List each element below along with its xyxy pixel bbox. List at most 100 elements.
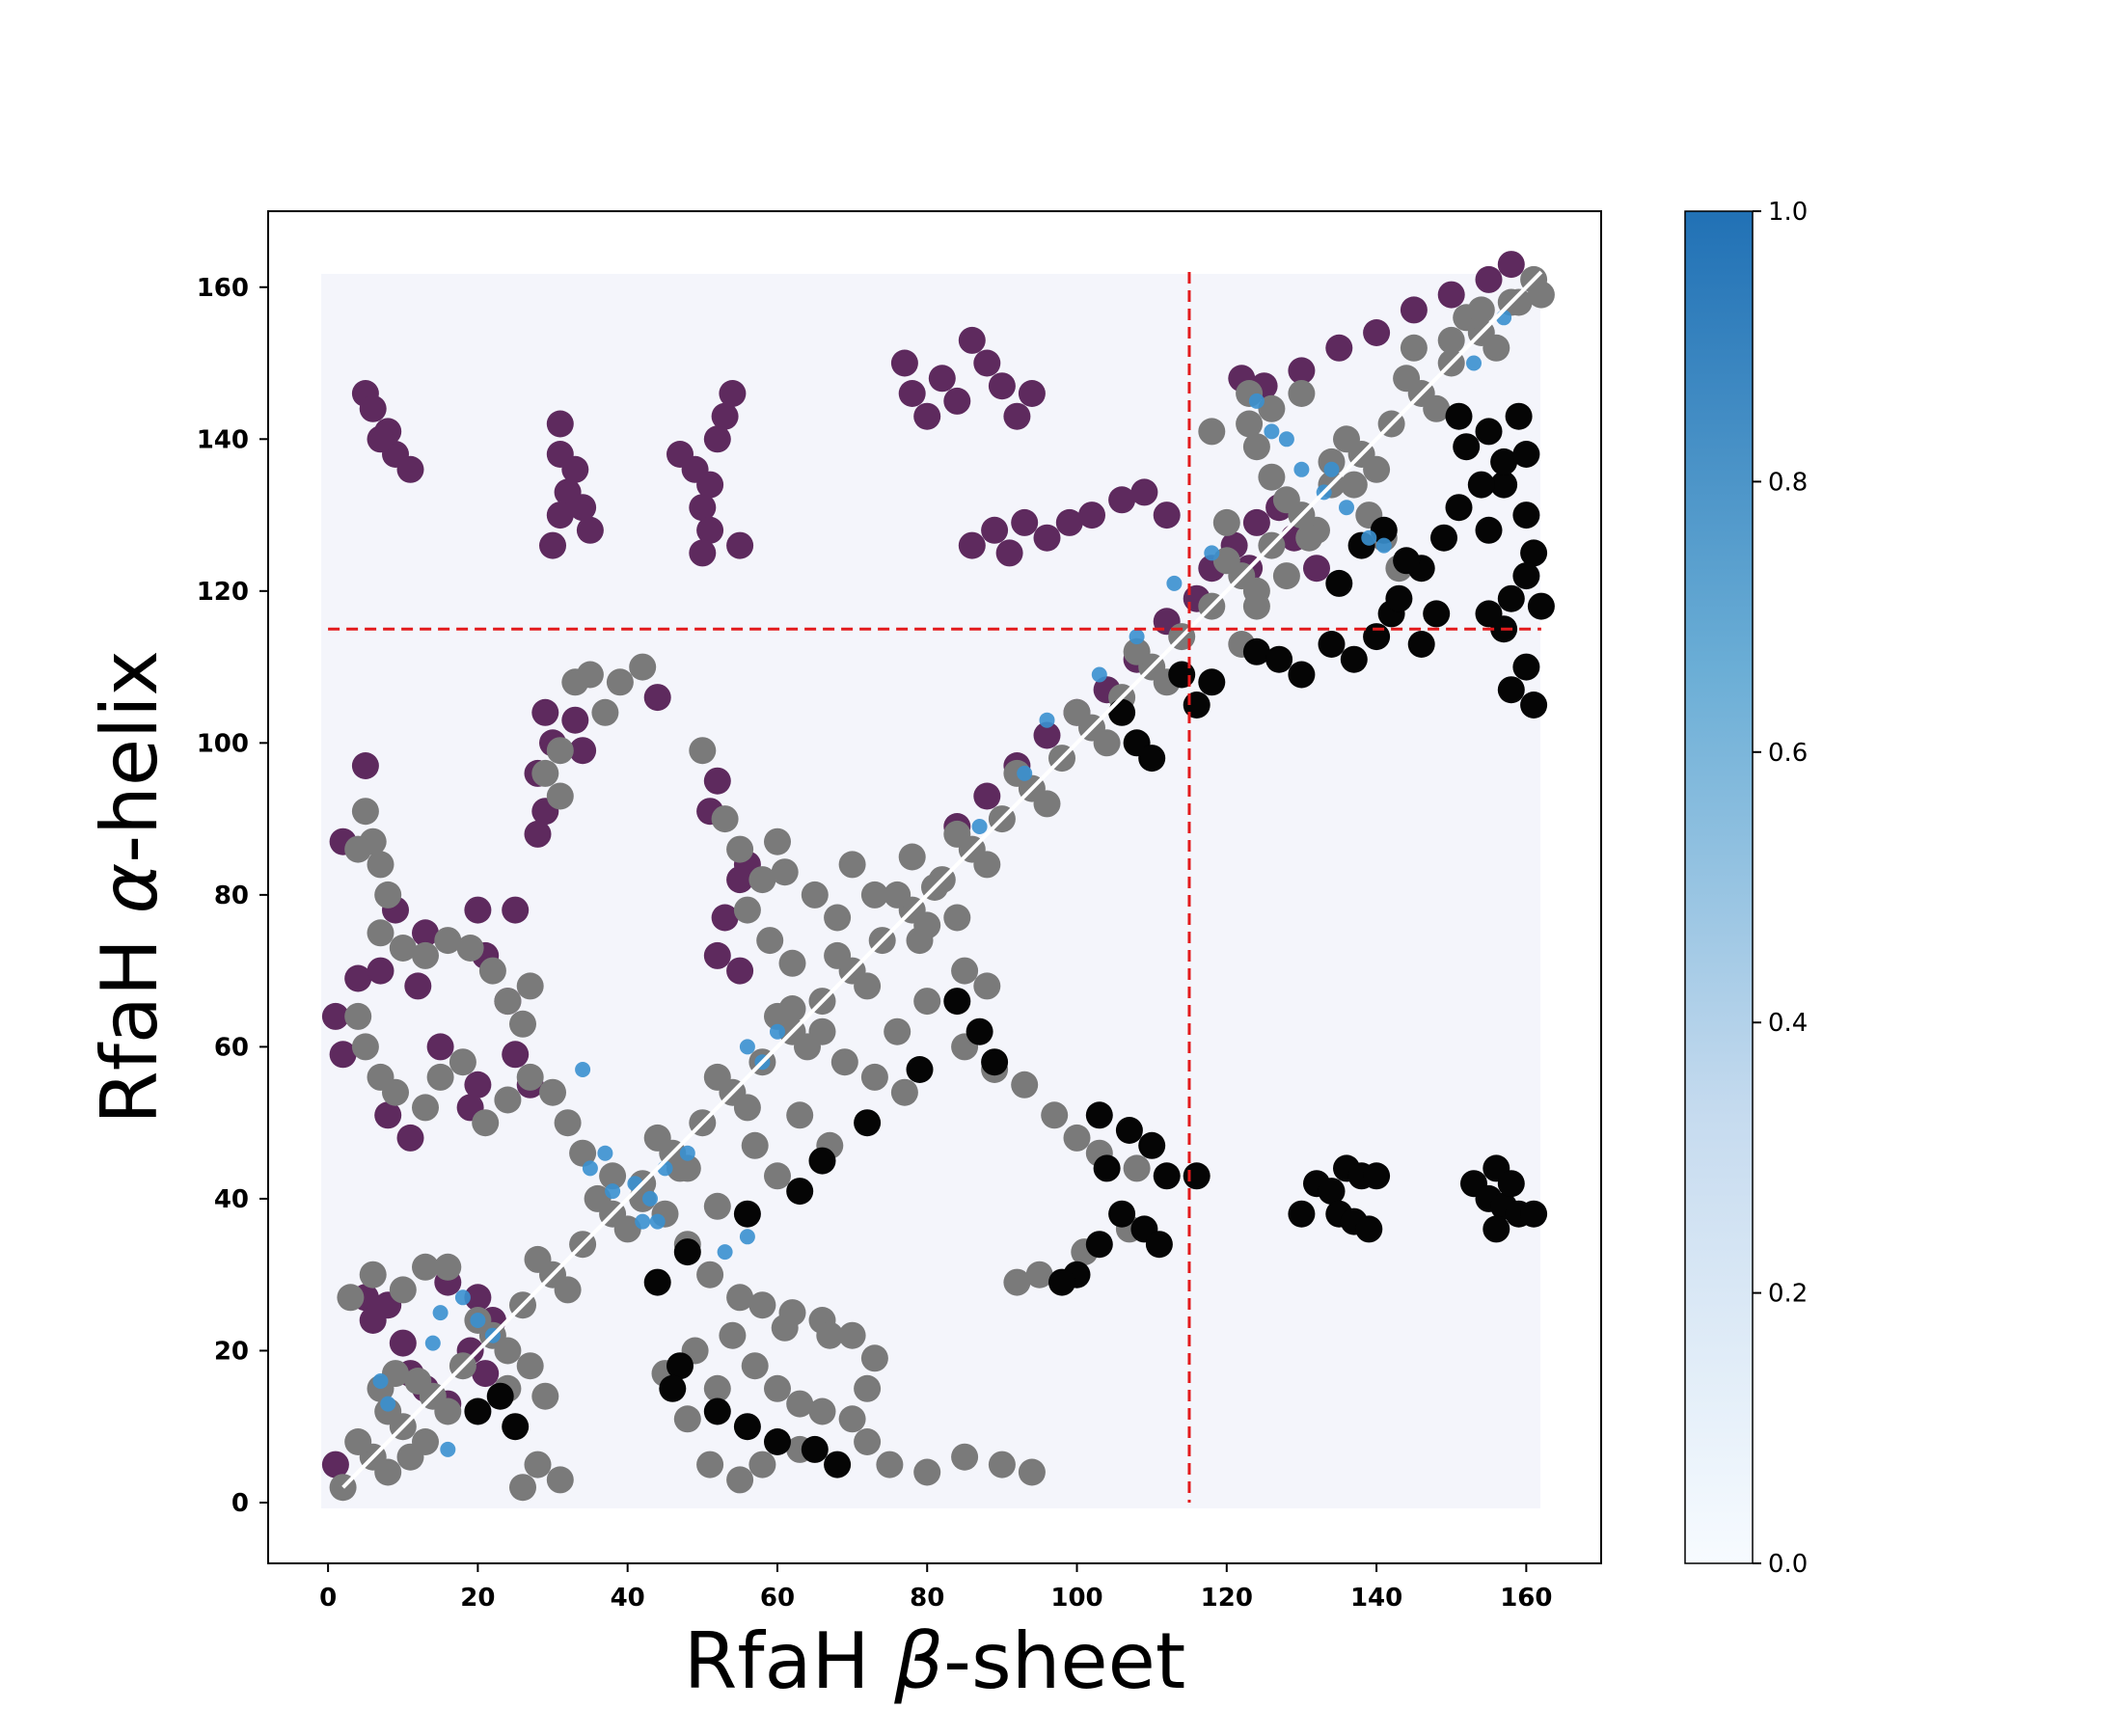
alpha-helix-only-point xyxy=(531,698,559,726)
shared-point xyxy=(988,1451,1016,1478)
high-probability-point xyxy=(575,1062,591,1077)
beta-sheet-only-point xyxy=(1085,1231,1113,1259)
alpha-helix-only-point xyxy=(539,531,566,559)
shared-point xyxy=(344,1002,372,1030)
shared-point xyxy=(741,1352,769,1380)
alpha-helix-only-point xyxy=(344,964,372,992)
alpha-helix-only-point xyxy=(1033,721,1061,749)
shared-point xyxy=(591,698,619,726)
high-probability-point xyxy=(1091,666,1107,683)
y-tick-label: 80 xyxy=(214,882,249,910)
shared-point xyxy=(569,1139,597,1167)
shared-point xyxy=(367,919,394,947)
high-probability-point xyxy=(739,1039,755,1055)
high-probability-point xyxy=(649,1213,666,1230)
alpha-helix-only-point xyxy=(696,516,724,544)
shared-point xyxy=(1467,296,1495,324)
shared-point xyxy=(509,1474,536,1502)
shared-point xyxy=(576,661,604,689)
high-probability-point xyxy=(1248,393,1265,409)
beta-sheet-only-point xyxy=(966,1017,993,1045)
shared-point xyxy=(434,1397,462,1425)
shared-point xyxy=(824,941,852,969)
beta-sheet-only-point xyxy=(1363,623,1391,651)
y-axis-title: RfaH α-helix xyxy=(85,650,175,1125)
alpha-helix-only-point xyxy=(689,494,717,522)
alpha-helix-only-point xyxy=(1497,251,1525,279)
beta-sheet-only-point xyxy=(1138,745,1166,773)
x-tick-label: 20 xyxy=(460,1584,495,1613)
shared-point xyxy=(389,1276,417,1304)
alpha-helix-only-point xyxy=(1003,402,1031,430)
shared-point xyxy=(1333,425,1360,453)
beta-sheet-only-point xyxy=(1520,692,1548,719)
shared-point xyxy=(494,988,522,1016)
shared-point xyxy=(913,1458,941,1486)
shared-point xyxy=(344,835,372,863)
alpha-helix-only-point xyxy=(928,365,956,393)
x-tick-label: 140 xyxy=(1350,1584,1402,1613)
shared-point xyxy=(524,1245,552,1273)
shared-point xyxy=(546,737,574,765)
beta-sheet-only-point xyxy=(1497,1170,1525,1198)
shared-point xyxy=(733,1094,761,1122)
beta-sheet-only-point xyxy=(486,1382,514,1410)
shared-point xyxy=(943,820,971,848)
beta-sheet-only-point xyxy=(1490,471,1518,499)
alpha-helix-only-point xyxy=(958,326,986,354)
shared-point xyxy=(1258,394,1286,422)
alpha-helix-only-point xyxy=(569,494,597,522)
high-probability-point xyxy=(1375,537,1392,554)
shared-point xyxy=(404,1368,432,1395)
alpha-helix-only-point xyxy=(1078,502,1105,529)
shared-point xyxy=(472,1109,500,1137)
beta-sheet-only-point xyxy=(1497,676,1525,704)
beta-sheet-only-point xyxy=(1288,661,1316,689)
high-probability-point xyxy=(1293,461,1310,477)
shared-point xyxy=(1505,288,1533,316)
alpha-helix-only-point xyxy=(412,919,439,947)
beta-sheet-only-point xyxy=(673,1238,701,1266)
high-probability-point xyxy=(1017,765,1033,781)
alpha-helix-only-point xyxy=(396,1124,424,1152)
alpha-helix-only-point xyxy=(943,387,971,415)
alpha-helix-only-point xyxy=(464,1071,492,1099)
high-probability-point xyxy=(454,1289,471,1306)
shared-point xyxy=(546,782,574,810)
alpha-helix-only-point xyxy=(719,380,747,407)
shared-point xyxy=(943,904,971,932)
shared-point xyxy=(1018,1458,1046,1486)
alpha-helix-only-point xyxy=(404,972,432,1000)
y-tick-label: 100 xyxy=(197,729,249,758)
alpha-helix-only-point xyxy=(502,896,530,924)
shared-point xyxy=(1033,790,1061,818)
shared-point xyxy=(824,904,852,932)
shared-point xyxy=(973,851,1001,879)
beta-sheet-only-point xyxy=(1475,600,1503,628)
shared-point xyxy=(613,1215,641,1243)
beta-sheet-only-point xyxy=(1153,1162,1181,1190)
shared-point xyxy=(667,1154,694,1182)
shared-point xyxy=(854,1374,882,1402)
alpha-helix-only-point xyxy=(995,539,1023,567)
beta-sheet-only-point xyxy=(1318,631,1346,658)
alpha-helix-only-point xyxy=(546,502,574,529)
colorbar-tick-label: 0.6 xyxy=(1768,739,1808,768)
beta-sheet-only-point xyxy=(1340,645,1368,673)
alpha-helix-only-point xyxy=(576,516,604,544)
alpha-helix-only-point xyxy=(1033,524,1061,552)
shared-point xyxy=(509,1010,536,1038)
shared-point xyxy=(1423,394,1451,422)
shared-point xyxy=(351,1033,379,1061)
shared-point xyxy=(478,957,506,985)
beta-sheet-only-point xyxy=(1512,502,1540,529)
alpha-helix-only-point xyxy=(374,1101,402,1129)
beta-sheet-only-point xyxy=(1430,524,1457,552)
beta-sheet-only-point xyxy=(659,1374,687,1402)
high-probability-point xyxy=(597,1145,613,1161)
x-tick-label: 0 xyxy=(319,1584,337,1613)
shared-point xyxy=(337,1284,365,1312)
alpha-helix-only-point xyxy=(1475,265,1503,293)
shared-point xyxy=(860,1344,888,1372)
